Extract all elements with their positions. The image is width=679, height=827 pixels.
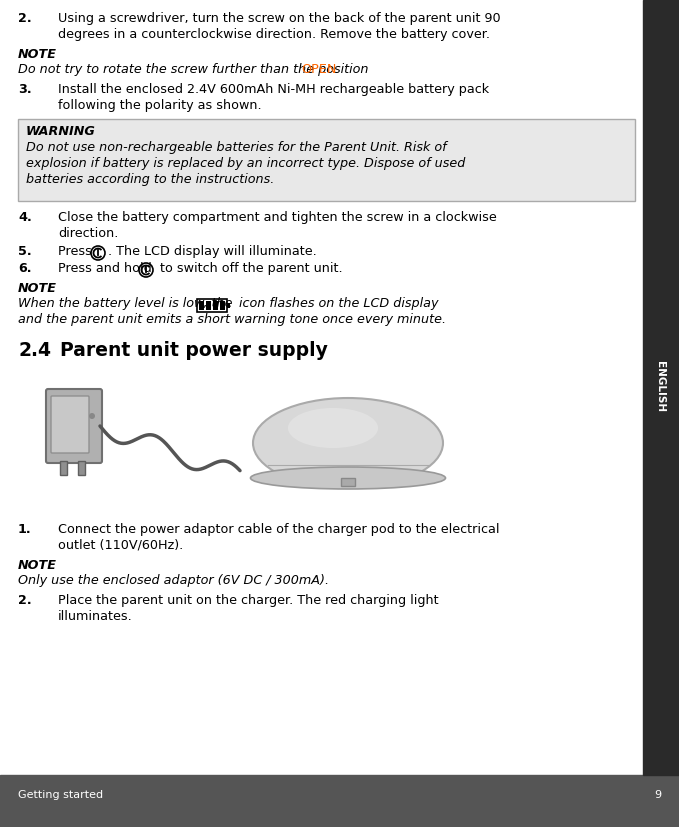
Bar bbox=[220, 301, 225, 310]
Text: Parent unit power supply: Parent unit power supply bbox=[60, 341, 328, 360]
Bar bbox=[78, 461, 85, 475]
Text: Only use the enclosed adaptor (6V DC / 300mA).: Only use the enclosed adaptor (6V DC / 3… bbox=[18, 574, 329, 587]
Text: 3.: 3. bbox=[18, 83, 32, 96]
Bar bbox=[643, 0, 679, 775]
Text: to switch off the parent unit.: to switch off the parent unit. bbox=[156, 262, 343, 275]
Bar bbox=[197, 299, 227, 312]
Text: direction.: direction. bbox=[58, 227, 118, 240]
Ellipse shape bbox=[253, 398, 443, 488]
Text: .: . bbox=[334, 63, 338, 76]
FancyBboxPatch shape bbox=[46, 389, 102, 463]
Ellipse shape bbox=[288, 408, 378, 448]
Text: NOTE: NOTE bbox=[18, 282, 57, 295]
Text: following the polarity as shown.: following the polarity as shown. bbox=[58, 99, 261, 112]
Text: ENGLISH: ENGLISH bbox=[655, 361, 665, 413]
Text: When the battery level is low, the: When the battery level is low, the bbox=[18, 297, 240, 310]
Text: Press and hold: Press and hold bbox=[58, 262, 160, 275]
Bar bbox=[213, 301, 218, 310]
Text: WARNING: WARNING bbox=[26, 125, 96, 138]
Text: illuminates.: illuminates. bbox=[58, 610, 133, 623]
Bar bbox=[206, 301, 211, 310]
Text: degrees in a counterclockwise direction. Remove the battery cover.: degrees in a counterclockwise direction.… bbox=[58, 28, 490, 41]
Text: icon flashes on the LCD display: icon flashes on the LCD display bbox=[235, 297, 439, 310]
Text: Close the battery compartment and tighten the screw in a clockwise: Close the battery compartment and tighte… bbox=[58, 211, 497, 224]
Text: . The LCD display will illuminate.: . The LCD display will illuminate. bbox=[108, 245, 316, 258]
Ellipse shape bbox=[251, 467, 445, 489]
Bar bbox=[0, 775, 679, 827]
Text: 2.: 2. bbox=[18, 594, 32, 607]
Bar bbox=[199, 301, 204, 310]
Text: Using a screwdriver, turn the screw on the back of the parent unit 90: Using a screwdriver, turn the screw on t… bbox=[58, 12, 500, 25]
Text: Do not use non-rechargeable batteries for the Parent Unit. Risk of: Do not use non-rechargeable batteries fo… bbox=[26, 141, 447, 154]
Text: explosion if battery is replaced by an incorrect type. Dispose of used: explosion if battery is replaced by an i… bbox=[26, 157, 465, 170]
Text: OPEN: OPEN bbox=[301, 63, 336, 76]
Text: and the parent unit emits a short warning tone once every minute.: and the parent unit emits a short warnin… bbox=[18, 313, 446, 326]
Circle shape bbox=[89, 413, 95, 419]
FancyBboxPatch shape bbox=[51, 396, 89, 453]
Text: Install the enclosed 2.4V 600mAh Ni-MH rechargeable battery pack: Install the enclosed 2.4V 600mAh Ni-MH r… bbox=[58, 83, 489, 96]
Text: 5.: 5. bbox=[18, 245, 32, 258]
Text: Place the parent unit on the charger. The red charging light: Place the parent unit on the charger. Th… bbox=[58, 594, 439, 607]
Text: 1.: 1. bbox=[18, 523, 32, 536]
Text: Getting started: Getting started bbox=[18, 790, 103, 800]
Text: batteries according to the instructions.: batteries according to the instructions. bbox=[26, 173, 274, 186]
Text: NOTE: NOTE bbox=[18, 559, 57, 572]
Text: Do not try to rotate the screw further than the position: Do not try to rotate the screw further t… bbox=[18, 63, 373, 76]
Bar bbox=[60, 461, 67, 475]
Text: Connect the power adaptor cable of the charger pod to the electrical: Connect the power adaptor cable of the c… bbox=[58, 523, 500, 536]
Bar bbox=[227, 303, 230, 308]
Text: 9: 9 bbox=[654, 790, 661, 800]
Text: 2.: 2. bbox=[18, 12, 32, 25]
Text: Press: Press bbox=[58, 245, 100, 258]
Text: 2.4: 2.4 bbox=[18, 341, 51, 360]
Text: outlet (110V/60Hz).: outlet (110V/60Hz). bbox=[58, 539, 183, 552]
Text: NOTE: NOTE bbox=[18, 48, 57, 61]
Text: 6.: 6. bbox=[18, 262, 31, 275]
Text: 4.: 4. bbox=[18, 211, 32, 224]
Bar bbox=[18, 119, 635, 201]
Bar bbox=[341, 478, 355, 486]
